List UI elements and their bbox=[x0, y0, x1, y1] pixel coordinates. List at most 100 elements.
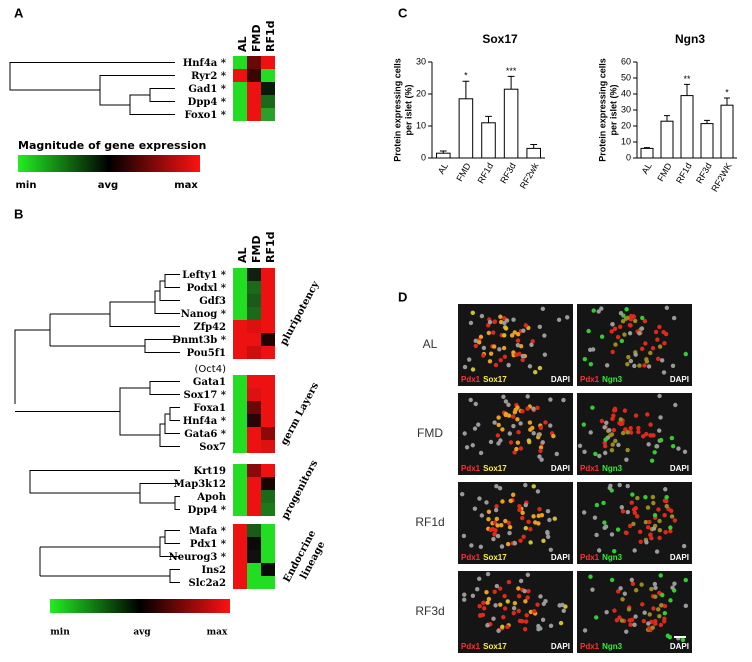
counterstain-label: DAPI bbox=[551, 642, 570, 651]
cell-nucleus bbox=[649, 536, 653, 540]
cell-nucleus bbox=[647, 520, 651, 524]
cell-nucleus bbox=[658, 528, 662, 532]
heat-cell bbox=[261, 375, 275, 388]
cell-nucleus bbox=[462, 598, 466, 602]
cell-nucleus bbox=[515, 417, 519, 421]
heat-cell bbox=[261, 537, 275, 550]
cell-nucleus bbox=[521, 535, 525, 539]
bar bbox=[459, 99, 473, 158]
cell-nucleus bbox=[625, 430, 629, 434]
heat-cell bbox=[261, 414, 275, 427]
cell-nucleus bbox=[631, 582, 635, 586]
cell-nucleus bbox=[487, 331, 491, 335]
cell-nucleus bbox=[527, 438, 531, 442]
cell-nucleus bbox=[593, 515, 597, 519]
cell-nucleus bbox=[493, 528, 497, 532]
heat-cell bbox=[233, 82, 247, 95]
cell-nucleus bbox=[496, 423, 500, 427]
cell-nucleus bbox=[651, 501, 655, 505]
cell-nucleus bbox=[610, 532, 614, 536]
cell-nucleus bbox=[511, 493, 515, 497]
stain-label: Pdx1Ngn3 bbox=[580, 642, 623, 651]
cell-nucleus bbox=[501, 615, 505, 619]
cell-nucleus bbox=[668, 525, 672, 529]
cell-nucleus bbox=[588, 574, 592, 578]
cell-nucleus bbox=[635, 514, 639, 518]
cell-nucleus bbox=[491, 617, 495, 621]
cell-nucleus bbox=[682, 544, 686, 548]
stain-name: Pdx1 bbox=[580, 642, 600, 651]
cell-nucleus bbox=[538, 594, 542, 598]
cell-nucleus bbox=[516, 586, 520, 590]
cell-nucleus bbox=[671, 364, 675, 368]
column-label: AL bbox=[236, 247, 249, 263]
stain-name: Ngn3 bbox=[602, 553, 623, 562]
heat-cell bbox=[247, 307, 261, 320]
micrograph: Pdx1Sox17DAPI bbox=[458, 482, 573, 564]
heat-cell bbox=[233, 503, 247, 516]
cell-nucleus bbox=[515, 405, 519, 409]
heat-cell bbox=[233, 401, 247, 414]
counterstain-label: DAPI bbox=[551, 553, 570, 562]
cell-nucleus bbox=[645, 359, 649, 363]
heat-cell bbox=[233, 307, 247, 320]
x-tick-label: RF2wk bbox=[518, 161, 541, 191]
cell-nucleus bbox=[557, 603, 561, 607]
cell-nucleus bbox=[486, 572, 490, 576]
bar bbox=[661, 121, 673, 158]
gene-label: Neurog3 * bbox=[169, 552, 227, 563]
bar bbox=[701, 124, 713, 158]
counterstain-label: DAPI bbox=[670, 464, 689, 473]
cell-nucleus bbox=[523, 483, 527, 487]
cell-nucleus bbox=[623, 408, 627, 412]
panel-label: B bbox=[14, 206, 23, 221]
cell-nucleus bbox=[485, 623, 489, 627]
cell-nucleus bbox=[517, 504, 521, 508]
y-axis-label: Protein expressing cells bbox=[392, 58, 402, 162]
cell-nucleus bbox=[604, 610, 608, 614]
cell-nucleus bbox=[608, 486, 612, 490]
cell-nucleus bbox=[626, 510, 630, 514]
row-label: RF3d bbox=[415, 604, 444, 618]
bar bbox=[721, 105, 733, 158]
micrograph: Pdx1Ngn3DAPI bbox=[577, 393, 692, 475]
micrograph: Pdx1Sox17DAPI bbox=[458, 393, 573, 475]
cell-nucleus bbox=[616, 335, 620, 339]
cell-nucleus bbox=[511, 424, 515, 428]
cell-nucleus bbox=[597, 548, 601, 552]
heat-cell bbox=[233, 427, 247, 440]
cell-nucleus bbox=[486, 517, 490, 521]
cell-nucleus bbox=[633, 352, 637, 356]
cell-nucleus bbox=[662, 513, 666, 517]
heat-cell bbox=[261, 427, 275, 440]
heat-cell bbox=[247, 524, 261, 537]
cell-nucleus bbox=[653, 594, 657, 598]
cell-nucleus bbox=[508, 431, 512, 435]
gene-label: Sox17 * bbox=[184, 390, 227, 401]
micrograph: Pdx1Ngn3DAPI bbox=[577, 304, 692, 386]
panel-label: D bbox=[398, 289, 407, 304]
cell-nucleus bbox=[657, 536, 661, 540]
cell-nucleus bbox=[636, 430, 640, 434]
cell-nucleus bbox=[670, 586, 674, 590]
cell-nucleus bbox=[521, 354, 525, 358]
significance: * bbox=[464, 71, 468, 81]
cell-nucleus bbox=[513, 541, 517, 545]
cell-nucleus bbox=[657, 394, 661, 398]
cell-nucleus bbox=[506, 363, 510, 367]
column-label: RF1d bbox=[264, 20, 277, 52]
gene-label: Dpp4 * bbox=[188, 97, 227, 108]
cell-nucleus bbox=[507, 521, 511, 525]
stain-name: Ngn3 bbox=[602, 464, 623, 473]
stain-label: Pdx1Ngn3 bbox=[580, 553, 623, 562]
stain-label: Pdx1Sox17 bbox=[461, 642, 507, 651]
cell-nucleus bbox=[462, 534, 466, 538]
heat-cell bbox=[233, 95, 247, 108]
cell-nucleus bbox=[673, 518, 677, 522]
cell-nucleus bbox=[525, 595, 529, 599]
gene-label: Zfp42 bbox=[193, 322, 226, 333]
cell-nucleus bbox=[518, 538, 522, 542]
error-bar bbox=[485, 116, 492, 122]
cell-nucleus bbox=[632, 548, 636, 552]
cell-nucleus bbox=[498, 438, 502, 442]
